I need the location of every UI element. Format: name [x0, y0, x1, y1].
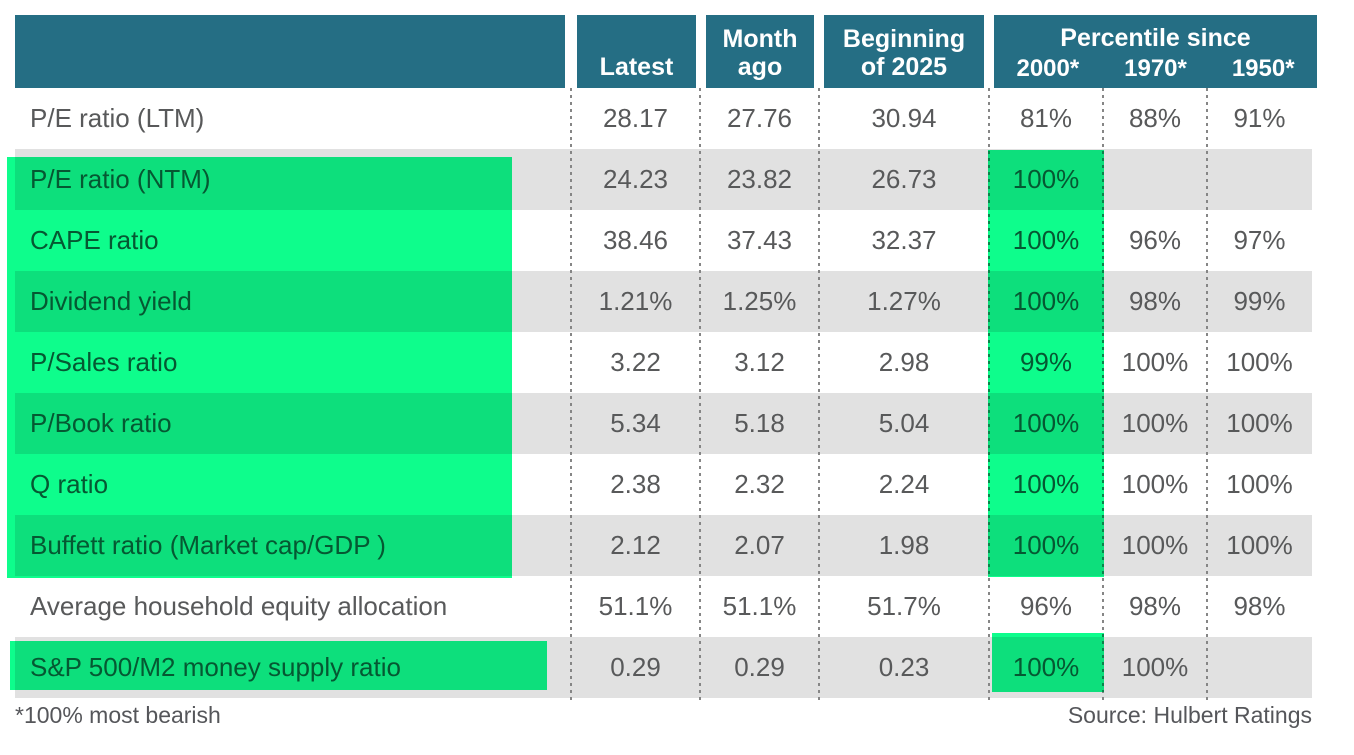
row-label: P/E ratio (LTM): [30, 103, 205, 133]
percentile-since-label: Percentile since: [1060, 24, 1251, 52]
cell-percentile-1970: 88%: [1128, 103, 1182, 133]
cell-latest: 0.29: [610, 652, 661, 682]
cell-beginning-2025: 2.98: [878, 347, 930, 377]
cell-percentile-1950: 100%: [1226, 469, 1293, 499]
cell-percentile-2000: 81%: [1019, 103, 1073, 133]
cell-percentile-1950: 98%: [1233, 591, 1286, 621]
cell-beginning-2025: 1.98: [878, 530, 930, 560]
column-divider-1: [570, 88, 572, 702]
cell-month-ago: 5.18: [734, 408, 785, 438]
percentile-years-row: 2000* 1970* 1950*: [994, 55, 1317, 83]
cell-beginning-2025: 30.94: [871, 103, 937, 133]
cell-latest: 51.1%: [598, 591, 673, 621]
highlight-row-labels-block: [7, 157, 512, 578]
cell-beginning-2025: 0.23: [878, 652, 930, 682]
cell-percentile-1950: 100%: [1226, 530, 1293, 560]
cell-latest: 1.21%: [598, 286, 673, 316]
cell-percentile-1950: 99%: [1233, 286, 1286, 316]
cell-percentile-2000: 96%: [1019, 591, 1073, 621]
cell-percentile-1970: 98%: [1128, 591, 1182, 621]
cell-percentile-1970: 100%: [1121, 530, 1189, 560]
cell-month-ago: 2.07: [734, 530, 785, 560]
cell-latest: 38.46: [602, 225, 669, 255]
header-row-labels: [15, 15, 565, 88]
cell-latest: 3.22: [610, 347, 661, 377]
cell-month-ago: 23.82: [726, 164, 793, 194]
source-credit: Source: Hulbert Ratings: [1067, 702, 1312, 728]
table-row: Average household equity allocation 51.1…: [15, 576, 1312, 637]
table-row: P/E ratio (LTM) 28.17 27.76 30.94 81% 88…: [15, 88, 1312, 149]
cell-percentile-1970: 100%: [1121, 469, 1189, 499]
cell-month-ago: 37.43: [726, 225, 793, 255]
cell-percentile-1970: 98%: [1128, 286, 1182, 316]
header-month-ago: Month ago: [706, 15, 814, 88]
cell-beginning-2025: 26.73: [871, 164, 937, 194]
highlight-sp500-m2-label: [10, 641, 547, 690]
cell-beginning-2025: 51.7%: [867, 591, 941, 621]
cell-beginning-2025: 5.04: [878, 408, 930, 438]
percentile-year-2000: 2000*: [1016, 55, 1080, 82]
cell-latest: 28.17: [602, 103, 669, 133]
cell-latest: 2.38: [610, 469, 661, 499]
cell-percentile-1970: 100%: [1121, 347, 1189, 377]
cell-percentile-1970: 96%: [1128, 225, 1182, 255]
column-divider-3: [818, 88, 820, 702]
percentile-year-1950: 1950*: [1231, 55, 1295, 82]
cell-month-ago: 51.1%: [722, 591, 797, 621]
row-label: Average household equity allocation: [30, 591, 448, 621]
cell-latest: 2.12: [610, 530, 661, 560]
cell-percentile-1950: 91%: [1233, 103, 1286, 133]
cell-percentile-1950: 100%: [1226, 347, 1293, 377]
column-divider-6: [1206, 88, 1208, 702]
cell-month-ago: 0.29: [734, 652, 785, 682]
header-latest: Latest: [577, 15, 696, 88]
highlight-sp500-m2-percentile: [992, 633, 1104, 692]
column-divider-2: [699, 88, 701, 702]
cell-percentile-1970: 100%: [1121, 652, 1189, 682]
cell-beginning-2025: 1.27%: [867, 286, 941, 316]
cell-month-ago: 2.32: [734, 469, 785, 499]
highlight-percentile-2000-band: [988, 150, 1104, 577]
cell-percentile-1950: 97%: [1233, 225, 1286, 255]
cell-month-ago: 27.76: [726, 103, 793, 133]
percentile-year-1970: 1970*: [1124, 55, 1187, 82]
cell-latest: 24.23: [602, 164, 669, 194]
cell-latest: 5.34: [610, 408, 661, 438]
cell-percentile-1950: 100%: [1226, 408, 1293, 438]
header-beginning-2025: Beginning of 2025: [824, 15, 984, 88]
cell-beginning-2025: 2.24: [878, 469, 930, 499]
cell-percentile-1970: 100%: [1121, 408, 1189, 438]
cell-month-ago: 3.12: [734, 347, 785, 377]
header-percentile-group: Percentile since 2000* 1970* 1950*: [994, 15, 1317, 88]
cell-beginning-2025: 32.37: [871, 225, 937, 255]
cell-month-ago: 1.25%: [722, 286, 797, 316]
footnote: *100% most bearish: [15, 702, 221, 728]
